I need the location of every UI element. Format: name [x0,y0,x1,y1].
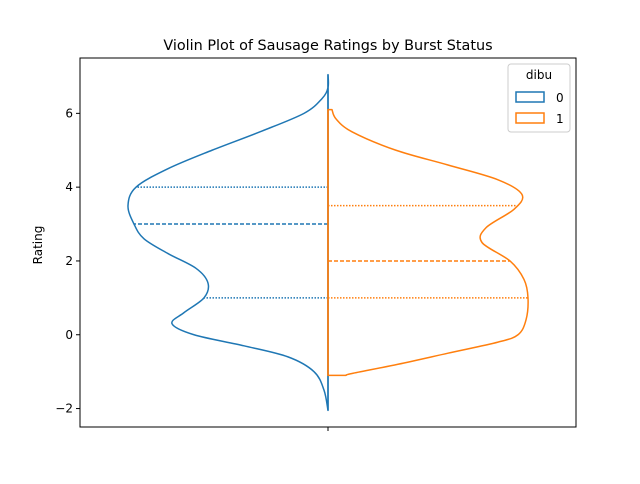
violin-series-1 [327,108,529,377]
plot-frame [79,57,577,428]
legend: dibu 0 1 [507,63,571,133]
violin-outline-0 [127,73,330,412]
legend-box [507,63,571,133]
y-tick-label: −2 [55,402,73,416]
legend-title: dibu [526,68,552,82]
y-tick-label: 2 [65,254,73,268]
y-axis: −2 0 2 4 6 [55,106,80,416]
legend-label-0: 0 [556,91,564,105]
chart-title: Violin Plot of Sausage Ratings by Burst … [163,38,492,54]
violin-group [127,73,529,412]
legend-label-1: 1 [556,112,564,126]
y-tick-label: 6 [65,106,73,120]
y-axis-label: Rating [31,226,45,265]
violin-outline-1 [327,108,529,377]
y-tick-label: 0 [65,328,73,342]
y-tick-label: 4 [65,180,73,194]
legend-swatch-0 [515,91,545,103]
legend-swatch-1 [515,112,545,124]
